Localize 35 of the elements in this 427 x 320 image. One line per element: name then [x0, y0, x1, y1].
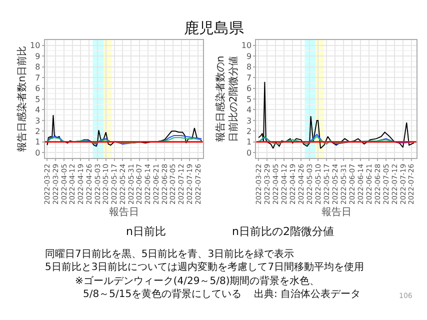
source-note: 出典: 自治体公表データ	[254, 288, 361, 300]
y-tick-label: 10	[30, 41, 40, 50]
text: 5/8～5/15を黄色の背景にしている	[83, 288, 242, 300]
y-tick-label: 9	[246, 52, 252, 61]
y-tick-label: 3	[35, 116, 40, 126]
y-tick-label: 1	[35, 138, 40, 147]
x-axis-title: 報告日	[321, 206, 352, 218]
y-tick-label: 1	[246, 138, 252, 147]
x-axis-title: 報告日	[108, 206, 139, 218]
y-tick-label: 0	[246, 148, 252, 158]
y-tick-label: 3	[246, 116, 252, 126]
y-tick-label: 2	[35, 126, 40, 136]
text: ※ゴールデンウィーク(4/29～5/8)期間の背景を水色、	[75, 275, 320, 287]
y-axis-title: 報告日感染者数のn日前比の2階微分値	[214, 56, 240, 142]
text: n日前比の2階微分値	[232, 225, 334, 238]
y-tick-label: 9	[35, 52, 40, 61]
y-tick-label: 7	[35, 73, 40, 82]
y-tick-label: 2	[246, 126, 252, 136]
y-tick-label: 5	[35, 94, 40, 104]
y-tick-label: 10	[241, 41, 252, 50]
y-axis-title: 報告日感染者数n日前比	[16, 46, 28, 152]
y-tick-label: 6	[35, 84, 40, 94]
text: 同曜日7日前比を黒、5日前比を青、3日前比を緑で表示	[45, 248, 294, 260]
y-tick-label: 4	[35, 106, 40, 115]
line-series	[258, 81, 414, 149]
y-tick-label: 7	[246, 73, 252, 82]
text: n日前比	[126, 225, 166, 238]
y-tick-label: 4	[246, 106, 252, 115]
y-tick-label: 8	[35, 62, 40, 72]
text: 5日前比と3日前比については週内変動を考慮して7日間移動平均を使用	[45, 261, 364, 273]
y-tick-label: 5	[246, 94, 252, 104]
y-tick-label: 0	[35, 148, 40, 158]
y-tick-label: 6	[246, 84, 252, 94]
y-tick-label: 8	[246, 62, 252, 72]
text: 鹿児島県	[184, 19, 244, 37]
